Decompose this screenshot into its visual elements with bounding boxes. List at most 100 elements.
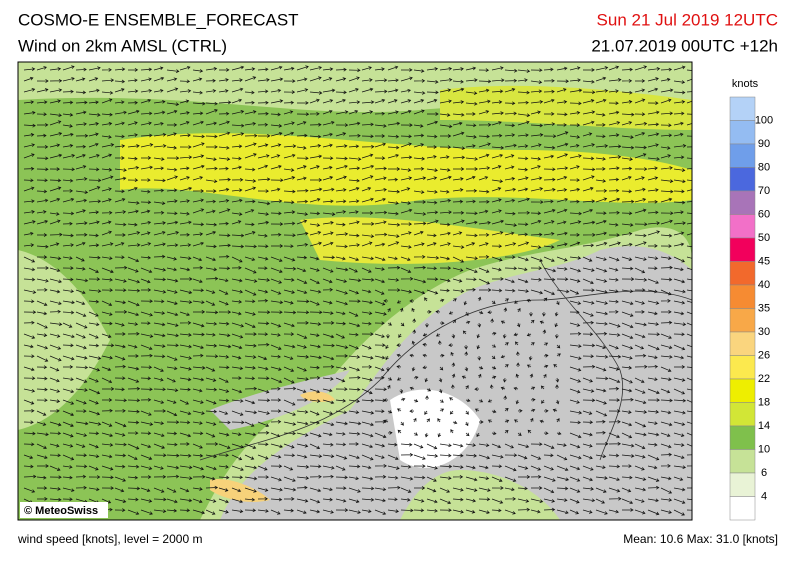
wind-arrow bbox=[49, 309, 61, 314]
wind-arrow bbox=[36, 432, 49, 437]
colorbar-label: 18 bbox=[758, 396, 770, 408]
title: COSMO-E ENSEMBLE_FORECAST bbox=[18, 10, 299, 29]
wind-arrow bbox=[205, 157, 217, 161]
wind-arrow bbox=[244, 508, 257, 513]
wind-arrow bbox=[218, 465, 229, 469]
wind-arrow bbox=[426, 98, 438, 104]
colorbar-label: 70 bbox=[758, 185, 770, 197]
wind-arrow bbox=[439, 155, 450, 159]
wind-arrow bbox=[387, 377, 393, 381]
wind-arrow bbox=[348, 299, 361, 304]
wind-arrows bbox=[23, 65, 692, 516]
wind-arrow bbox=[556, 220, 567, 225]
wind-arrow bbox=[556, 277, 569, 282]
wind-arrow bbox=[387, 256, 398, 261]
wind-arrow bbox=[231, 177, 244, 182]
wind-arrow bbox=[49, 178, 62, 183]
wind-arrow bbox=[140, 475, 152, 479]
wind-arrow bbox=[634, 498, 645, 503]
wind-arrow bbox=[660, 123, 672, 128]
wind-arrow bbox=[322, 509, 334, 514]
wind-arrow bbox=[153, 201, 166, 206]
wind-arrow bbox=[569, 509, 579, 515]
wind-arrow bbox=[621, 397, 634, 402]
wind-arrow bbox=[101, 198, 112, 203]
wind-arrow bbox=[127, 186, 138, 192]
wind-arrow bbox=[516, 362, 520, 368]
wind-arrow bbox=[413, 375, 419, 380]
wind-arrow bbox=[296, 454, 308, 459]
colorbar-label: 30 bbox=[758, 326, 770, 338]
wind-arrow bbox=[244, 244, 257, 249]
wind-arrow bbox=[153, 221, 166, 225]
wind-arrow bbox=[569, 187, 581, 192]
wind-arrow bbox=[283, 366, 295, 372]
colorbar-label: 90 bbox=[758, 138, 770, 150]
wind-arrow bbox=[504, 278, 515, 284]
wind-arrow bbox=[478, 110, 490, 115]
wind-arrow bbox=[361, 175, 374, 181]
wind-arrow bbox=[556, 418, 560, 423]
wind-arrow bbox=[647, 377, 658, 382]
wind-arrow bbox=[335, 465, 346, 471]
wind-arrow bbox=[88, 154, 100, 159]
calm-area bbox=[390, 389, 480, 468]
wind-arrow bbox=[322, 355, 335, 361]
wind-arrow bbox=[634, 88, 646, 93]
wind-arrow bbox=[153, 88, 164, 93]
wind-arrow bbox=[270, 487, 283, 492]
wind-arrow bbox=[322, 88, 336, 93]
wind-arrow bbox=[231, 220, 242, 225]
wind-arrow bbox=[530, 408, 536, 413]
wind-arrow bbox=[166, 498, 178, 504]
wind-arrow bbox=[218, 278, 229, 283]
wind-arrow bbox=[504, 176, 516, 181]
wind-arrow bbox=[439, 399, 444, 403]
wind-arrow bbox=[270, 476, 282, 482]
wind-arrow bbox=[36, 66, 47, 71]
wind-arrow bbox=[205, 256, 216, 262]
wind-arrow bbox=[543, 431, 549, 436]
wind-arrow bbox=[686, 179, 692, 181]
wind-arrow bbox=[101, 143, 115, 148]
wind-arrow bbox=[179, 65, 191, 71]
wind-arrow bbox=[556, 300, 560, 306]
wind-arrow bbox=[504, 211, 516, 216]
wind-arrow bbox=[348, 387, 361, 392]
wind-arrow bbox=[517, 308, 521, 313]
wind-arrow bbox=[595, 388, 607, 393]
wind-arrow bbox=[23, 256, 36, 263]
wind-arrow bbox=[309, 154, 323, 159]
wind-arrow bbox=[218, 432, 230, 437]
wind-arrow bbox=[192, 120, 204, 126]
wind-arrow bbox=[335, 90, 347, 95]
wind-arrow bbox=[361, 486, 375, 491]
wind-arrow bbox=[283, 399, 296, 406]
wind-arrow bbox=[179, 256, 192, 261]
border-line bbox=[539, 259, 624, 461]
wind-arrow bbox=[166, 243, 179, 248]
wind-arrow bbox=[296, 267, 307, 273]
wind-arrow bbox=[621, 223, 634, 227]
wind-arrow bbox=[140, 431, 152, 436]
wind-arrow bbox=[127, 322, 139, 326]
wind-arrow bbox=[231, 420, 245, 425]
wind-arrow bbox=[192, 399, 204, 404]
wind-arrow bbox=[283, 189, 296, 194]
wind-arrow bbox=[569, 233, 580, 237]
wind-arrow bbox=[491, 153, 504, 159]
wind-arrow bbox=[49, 497, 62, 502]
wind-arrow bbox=[660, 277, 673, 282]
wind-arrow bbox=[88, 421, 102, 426]
wind-arrow bbox=[647, 221, 660, 225]
wind-arrow bbox=[438, 388, 443, 394]
wind-arrow bbox=[257, 78, 270, 82]
wind-arrow bbox=[49, 153, 63, 159]
wind-arrow bbox=[49, 377, 60, 383]
wind-arrow bbox=[101, 68, 112, 72]
wind-arrow bbox=[387, 485, 401, 490]
wind-arrow bbox=[465, 311, 469, 317]
wind-arrow bbox=[257, 430, 270, 435]
wind-arrow bbox=[23, 408, 35, 413]
wind-arrow bbox=[361, 241, 373, 247]
